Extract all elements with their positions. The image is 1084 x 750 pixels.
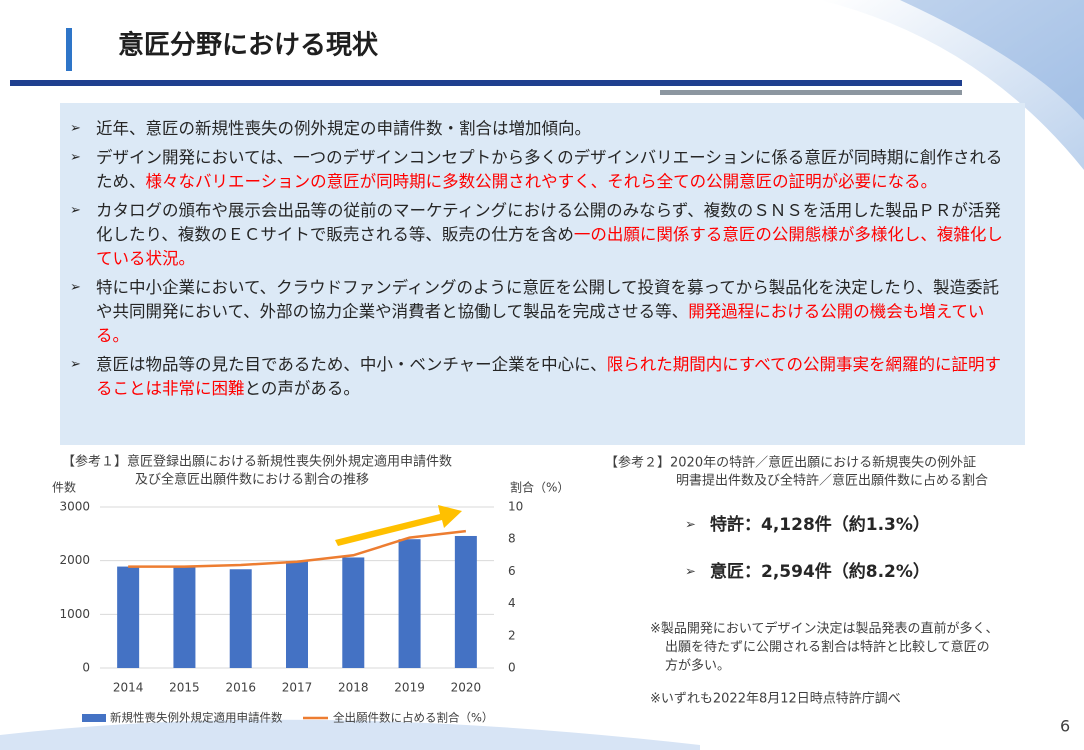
y2-tick-label: 6 (508, 564, 516, 578)
trend-arrow (335, 505, 462, 546)
emphasis-text: 一の出願に関係する意匠の公開態様が多様化し、複雑化している状況。 (96, 225, 1003, 268)
bullet: 意匠は物品等の見た目であるため、中小・ベンチャー企業を中心に、限られた期間内にす… (70, 353, 1009, 401)
x-tick-label: 2015 (169, 681, 200, 695)
bar (229, 569, 252, 668)
bullet-text: デザイン開発においては、一つのデザインコンセプトから多くのデザインバリエーション… (96, 148, 1003, 191)
y-axis-label: 件数 (52, 480, 76, 495)
x-tick-label: 2019 (394, 681, 425, 695)
x-tick-label: 2018 (338, 681, 369, 695)
bullet: 特に中小企業において、クラウドファンディングのように意匠を公開して投資を募ってか… (70, 276, 1009, 348)
y2-tick-label: 4 (508, 596, 516, 610)
page-number: 6 (1060, 717, 1070, 736)
bullet-text: 意匠は物品等の見た目であるため、中小・ベンチャー企業を中心に、 (96, 355, 607, 374)
x-tick-label: 2014 (113, 681, 144, 695)
bullet: カタログの頒布や展示会出品等の従前のマーケティングにおける公開のみならず、複数の… (70, 199, 1009, 271)
x-tick-label: 2016 (225, 681, 256, 695)
ref-title: 明書提出件数及び全特許／意匠出願件数に占める割合 (676, 473, 988, 489)
emphasis-text: 開発過程における公開の機会も増えている。 (96, 302, 985, 345)
source: ※いずれも2022年8月12日時点特許庁調べ (650, 692, 901, 707)
ref-title: 【参考２】2020年の特許／意匠出願における新規喪失の例外証 (605, 455, 976, 471)
bar (117, 566, 140, 668)
bullet-text: カタログの頒布や展示会出品等の従前のマーケティングにおける公開のみならず、複数の… (96, 201, 1001, 244)
title-accent (66, 28, 72, 71)
rule (10, 80, 962, 86)
y2-tick-label: 2 (508, 628, 516, 642)
bar (342, 557, 365, 668)
x-tick-label: 2020 (451, 681, 482, 695)
note: ※製品開発においてデザイン決定は製品発表の直前が多く、 (650, 621, 999, 637)
y2-axis-label: 割合（%） (510, 480, 569, 495)
legend-label: 新規性喪失例外規定適用申請件数 (110, 711, 283, 725)
legend-label: 全出願件数に占める割合（%） (333, 711, 493, 725)
bullet-text: との声がある。 (244, 379, 360, 398)
emphasis-text: 限られた期間内にすべての公開事実を網羅的に証明することは非常に困難 (96, 355, 1002, 398)
bar (173, 567, 196, 668)
rule (660, 90, 962, 95)
note: 方が多い。 (665, 658, 730, 674)
y-tick-label: 3000 (59, 500, 90, 514)
y-tick-label: 0 (82, 661, 90, 675)
bar (454, 535, 477, 668)
ref-item: 意匠：2,594件（約8.2%） (710, 561, 930, 582)
y2-tick-label: 10 (508, 500, 523, 514)
bullet-box: 近年、意匠の新規性喪失の例外規定の申請件数・割合は増加傾向。デザイン開発において… (60, 103, 1025, 445)
slide-title: 意匠分野における現状 (118, 30, 379, 61)
chart-title: 【参考１】意匠登録出願における新規性喪失例外規定適用申請件数 (62, 454, 452, 470)
bullet: 近年、意匠の新規性喪失の例外規定の申請件数・割合は増加傾向。 (70, 117, 1009, 141)
bullet: デザイン開発においては、一つのデザインコンセプトから多くのデザインバリエーション… (70, 146, 1009, 194)
x-tick-label: 2017 (282, 681, 313, 695)
y2-tick-label: 8 (508, 532, 516, 546)
bullet-marker: ➢ (685, 518, 696, 533)
ref-item: 特許：4,128件（約1.3%） (710, 514, 930, 535)
decoration (0, 719, 700, 750)
y-tick-label: 2000 (59, 553, 90, 567)
y-tick-label: 1000 (59, 607, 90, 621)
bullet-text: 特に中小企業において、クラウドファンディングのように意匠を公開して投資を募ってか… (96, 278, 1000, 321)
emphasis-text: 様々なバリエーションの意匠が同時期に多数公開されやすく、それら全ての公開意匠の証… (145, 172, 938, 191)
bullet-text: 近年、意匠の新規性喪失の例外規定の申請件数・割合は増加傾向。 (96, 119, 591, 138)
bullet-marker: ➢ (685, 565, 696, 580)
decoration (900, 0, 1084, 120)
chart-title: 及び全意匠出願件数における割合の推移 (135, 472, 369, 488)
y2-tick-label: 0 (508, 661, 516, 675)
legend-swatch (82, 714, 106, 722)
note: 出願を待たずに公開される割合は特許と比較して意匠の (665, 639, 990, 655)
line (128, 529, 466, 568)
bar (398, 539, 421, 668)
bar (286, 561, 308, 668)
decoration (820, 0, 1084, 170)
